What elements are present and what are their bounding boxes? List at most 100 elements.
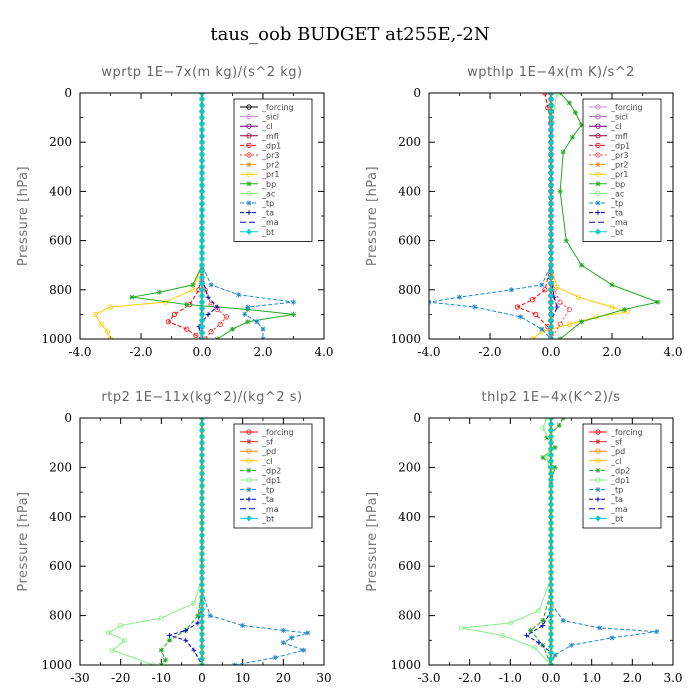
series-bt <box>199 93 205 339</box>
data-point <box>557 299 563 305</box>
data-point <box>624 309 630 315</box>
data-point <box>199 157 205 164</box>
legend-marker <box>595 114 601 120</box>
data-point <box>199 655 205 662</box>
legend-entry: _ma <box>240 218 279 227</box>
x-tick-label: 4.0 <box>314 345 333 359</box>
chart-panel-3: thlp2 1E−4x(K^2)/s Pressure [hPa] 0 200 400 6… <box>365 390 683 685</box>
data-point <box>548 581 554 588</box>
legend-label: _dp2 <box>610 466 630 475</box>
data-point <box>199 256 205 263</box>
legend-marker <box>595 467 601 473</box>
legend: _forcing_sf_pd_cl_dp2_dp1_tp_ta_ma_bt <box>582 423 662 529</box>
data-point <box>199 292 205 299</box>
y-tick-label: 800 <box>398 609 421 623</box>
legend-label: _ta <box>610 209 623 218</box>
data-point <box>654 629 660 635</box>
data-point <box>236 292 242 298</box>
series-line <box>160 418 203 665</box>
data-point <box>199 418 205 421</box>
data-point <box>199 96 205 103</box>
y-tick-label: 600 <box>49 559 72 573</box>
data-point <box>548 600 554 607</box>
data-point <box>190 282 196 288</box>
data-point <box>518 314 523 320</box>
data-point <box>199 286 205 293</box>
legend-label: _bt <box>261 514 274 523</box>
legend-entry: _cl <box>240 457 273 466</box>
data-point <box>548 157 554 164</box>
legend-label: _sicl <box>610 113 628 122</box>
legend: _forcing_sf_pd_cl_dp2_dp1_tp_ta_ma_bt <box>233 423 313 529</box>
data-point <box>548 618 554 625</box>
legend-marker <box>595 152 601 158</box>
data-point <box>548 120 554 127</box>
y-tick-label: 400 <box>398 184 421 198</box>
data-point <box>158 615 164 621</box>
data-point <box>301 647 307 653</box>
data-point <box>548 249 554 256</box>
data-point <box>199 213 205 219</box>
data-point <box>193 332 199 338</box>
data-point <box>199 133 205 140</box>
legend-label: _ma <box>610 218 628 227</box>
data-point <box>548 268 554 275</box>
data-point <box>532 645 538 651</box>
data-point <box>548 519 554 526</box>
data-point <box>548 575 554 582</box>
data-point <box>539 326 545 332</box>
data-point <box>199 458 205 465</box>
legend-entry: _ta <box>589 209 623 218</box>
legend-label: _ma <box>610 505 628 514</box>
data-point <box>199 445 205 452</box>
data-point <box>548 501 554 508</box>
data-point <box>560 618 566 624</box>
y-tick-label: 400 <box>398 510 421 524</box>
data-point <box>560 149 566 155</box>
data-point <box>199 513 205 520</box>
series-line <box>429 93 552 339</box>
data-point <box>171 311 178 317</box>
legend-label: _pr1 <box>610 170 628 179</box>
legend-marker <box>595 142 601 148</box>
data-point <box>507 620 513 626</box>
legend-marker <box>246 429 252 435</box>
x-tick-label: -20 <box>111 671 130 685</box>
data-point <box>540 618 546 624</box>
panel-title: wpthlp 1E−4x(m K)/s^2 <box>467 65 635 80</box>
data-point <box>199 219 205 226</box>
x-tick-label: -2.0 <box>478 345 501 359</box>
legend-label: _tp <box>261 199 274 208</box>
data-point <box>540 455 546 461</box>
series-bp <box>129 93 296 339</box>
legend-entry: _pr1 <box>240 170 279 179</box>
data-point <box>540 425 546 431</box>
data-point <box>199 662 205 665</box>
plot-frame <box>428 417 674 666</box>
legend-marker <box>246 181 252 187</box>
data-point <box>199 151 205 158</box>
data-point <box>199 600 205 607</box>
data-point <box>199 188 205 195</box>
data-point <box>548 102 554 109</box>
data-point <box>548 194 554 201</box>
data-point <box>548 139 554 146</box>
data-point <box>207 613 213 619</box>
data-point <box>524 632 530 638</box>
data-point <box>199 93 205 96</box>
y-tick-label: 0 <box>64 411 72 425</box>
series-dp2 <box>528 418 566 665</box>
legend-entry: _dp1 <box>240 141 281 150</box>
data-point <box>548 323 554 330</box>
series-line <box>516 93 552 339</box>
legend-entry: _sicl <box>240 113 279 122</box>
data-point <box>305 630 311 636</box>
legend-marker <box>595 200 601 206</box>
data-point <box>191 600 197 606</box>
data-point <box>548 526 554 533</box>
data-point <box>199 145 205 152</box>
data-point <box>540 642 546 648</box>
data-point <box>548 476 554 483</box>
legend-marker <box>595 496 601 502</box>
